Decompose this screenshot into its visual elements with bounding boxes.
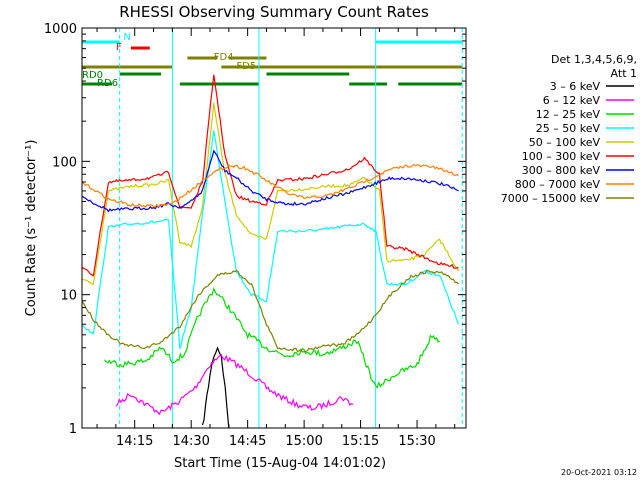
y-axis-label: Count Rate (s⁻¹ detector⁻¹): [24, 140, 39, 317]
flag-label-fd4: FD4: [214, 52, 234, 63]
y-tick-label-4: 1000: [44, 22, 77, 37]
legend-label-1: 3 – 6 keV: [550, 80, 601, 93]
axes-layer: 14:15 14:30 14:45 15:00 15:15 15:30 1 10 100 1000: [44, 22, 466, 449]
flag-label-rd6: RD6: [97, 78, 118, 89]
series-line-3: [104, 286, 440, 389]
legend-label-7: 300 – 800 keV: [522, 164, 601, 177]
y-tick-label-3: 100: [52, 155, 77, 170]
x-tick-label-2: 14:30: [172, 434, 209, 449]
y-tick-label-2: 10: [60, 289, 77, 304]
legend-label-6: 100 – 300 keV: [522, 150, 601, 163]
series-layer: [81, 74, 460, 429]
x-axis-label: Start Time (15-Aug-04 14:01:02): [174, 456, 386, 471]
flag-label-fd5: FD5: [236, 61, 256, 72]
series-line-8: [81, 164, 459, 208]
chart-title: RHESSI Observing Summary Count Rates: [119, 3, 429, 21]
legend-label-9: 7000 – 15000 keV: [501, 192, 601, 205]
legend-label-4: 25 – 50 keV: [536, 122, 601, 135]
series-line-5: [81, 102, 460, 285]
series-line-6: [81, 74, 459, 277]
flag-label-n: N: [123, 32, 130, 43]
x-tick-label-6: 15:30: [398, 434, 435, 449]
flag-label-rd0: RD0: [82, 70, 103, 81]
x-tick-label-5: 15:15: [342, 434, 379, 449]
x-tick-label-1: 14:15: [116, 434, 153, 449]
legend-header-line1: Det 1,3,4,5,6,9,: [551, 53, 637, 66]
legend-label-5: 50 – 100 keV: [529, 136, 601, 149]
series-line-2: [115, 353, 354, 416]
series-line-4: [81, 130, 460, 349]
legend-label-3: 12 – 25 keV: [536, 108, 601, 121]
x-tick-label-4: 15:00: [285, 434, 322, 449]
legend-header-line2: Att 1: [611, 67, 637, 80]
flag-label-f: F: [116, 42, 122, 53]
x-tick-label-3: 14:45: [229, 434, 266, 449]
legend-label-2: 6 – 12 keV: [543, 94, 601, 107]
legend-label-8: 800 – 7000 keV: [515, 178, 601, 191]
y-tick-label-1: 1: [69, 422, 77, 437]
series-line-7: [81, 149, 459, 213]
series-line-9: [81, 269, 459, 353]
plot-frame: [81, 27, 467, 429]
footer-timestamp: 20-Oct-2021 03:12: [561, 468, 637, 477]
series-line-1: [201, 346, 230, 429]
